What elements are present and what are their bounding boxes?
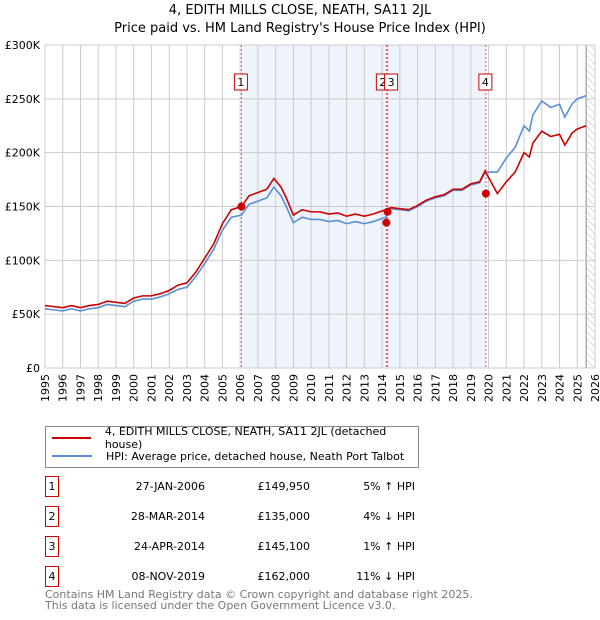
legend-item-hpi: HPI: Average price, detached house, Neat…	[52, 448, 404, 464]
x-tick-label: 2010	[305, 374, 318, 402]
x-tick-label: 1999	[110, 374, 123, 402]
legend-label: 4, EDITH MILLS CLOSE, NEATH, SA11 2JL (d…	[104, 425, 387, 451]
y-tick-label: £100K	[5, 254, 41, 267]
y-tick-label: £50K	[12, 308, 41, 321]
x-tick-label: 2003	[181, 374, 194, 402]
x-tick-label: 1995	[39, 374, 52, 402]
sale-label-box	[384, 73, 399, 91]
sale-price: £162,000	[257, 570, 311, 583]
legend: 4, EDITH MILLS CLOSE, NEATH, SA11 2JL (d…	[45, 425, 419, 468]
x-tick-label: 2021	[500, 374, 513, 402]
x-tick-label: 2023	[536, 374, 549, 402]
x-tick-label: 2019	[465, 374, 478, 402]
sale-label: 4	[482, 76, 489, 89]
x-tick-label: 1998	[92, 374, 105, 402]
title-line: 4, EDITH MILLS CLOSE, NEATH, SA11 2JL	[168, 3, 432, 18]
sale-row: 4 08-NOV-2019 £162,000 11% ↓ HPI	[45, 566, 445, 587]
x-tick-label: 2011	[323, 374, 336, 402]
sale-label-box	[233, 73, 248, 91]
sale-hpi-diff: 11% ↓ HPI	[356, 570, 415, 583]
subtitle-line: Price paid vs. HM Land Registry's House …	[114, 21, 486, 36]
legend-label: HPI: Average price, detached house, Neat…	[106, 449, 405, 463]
x-tick-label: 2002	[163, 374, 176, 402]
x-tick-label: 2017	[429, 374, 442, 402]
sale-row: 1 27-JAN-2006 £149,950 5% ↑ HPI	[45, 476, 445, 497]
x-tick-label: 2007	[252, 374, 265, 402]
sale-price: £149,950	[257, 480, 311, 493]
x-tick-label: 2020	[483, 374, 496, 402]
x-tick-label: 2016	[412, 374, 425, 402]
sale-price: £135,000	[257, 510, 311, 523]
x-tick-label: 1997	[74, 374, 87, 402]
price-chart: £0 £50K £100K £150K £200K £250K £300K 1995 1996 1…	[5, 39, 600, 402]
y-tick-label: £0	[26, 362, 40, 375]
x-tick-label: 2013	[358, 374, 371, 402]
blue-line-swatch	[52, 455, 92, 457]
y-tick-label: £150K	[5, 201, 41, 214]
y-tick-label: £250K	[5, 93, 41, 106]
sale-row: 3 24-APR-2014 £145,100 1% ↑ HPI	[45, 536, 445, 557]
footer: Contains HM Land Registry data © Crown c…	[45, 589, 473, 611]
sale-number-badge: 4	[45, 566, 59, 587]
sale-number-badge: 1	[45, 476, 59, 497]
x-tick-label: 2026	[589, 374, 600, 402]
sale-number-badge: 3	[45, 536, 59, 557]
sale-label: 2	[379, 76, 386, 89]
sale-point	[481, 189, 490, 198]
sale-label: 1	[237, 76, 244, 89]
footer-line: This data is licensed under the Open Gov…	[45, 599, 396, 612]
x-tick-label: 2022	[518, 374, 531, 402]
x-tick-label: 2001	[145, 374, 158, 402]
footer-line: Contains HM Land Registry data © Crown c…	[45, 588, 473, 601]
x-tick-label: 2025	[571, 374, 584, 402]
sale-hpi-diff: 1% ↑ HPI	[363, 540, 415, 553]
sale-date: 27-JAN-2006	[135, 480, 205, 493]
sale-label-box	[478, 73, 493, 91]
x-tick-label: 2008	[270, 374, 283, 402]
x-tick-label: 2012	[341, 374, 354, 402]
x-tick-label: 2014	[376, 374, 389, 402]
y-tick-label: £300K	[5, 39, 41, 52]
legend-item-price: 4, EDITH MILLS CLOSE, NEATH, SA11 2JL (d…	[52, 425, 418, 451]
plot-frame	[44, 44, 596, 369]
x-tick-label: 2005	[216, 374, 229, 402]
x-tick-label: 2006	[234, 374, 247, 402]
sale-date: 28-MAR-2014	[130, 510, 205, 523]
red-line-swatch	[52, 437, 91, 439]
price-paid-line	[44, 124, 587, 309]
sale-label: 3	[388, 76, 395, 89]
sale-number-badge: 2	[45, 506, 59, 527]
x-tick-label: 1996	[57, 374, 70, 402]
sale-date: 08-NOV-2019	[131, 570, 205, 583]
x-tick-label: 2009	[287, 374, 300, 402]
sale-date: 24-APR-2014	[133, 540, 205, 553]
x-tick-label: 2024	[554, 374, 567, 402]
sale-row: 2 28-MAR-2014 £135,000 4% ↓ HPI	[45, 506, 445, 527]
sale-point	[382, 218, 391, 227]
x-tick-label: 2015	[394, 374, 407, 402]
x-tick-label: 2018	[447, 374, 460, 402]
sale-point	[383, 207, 392, 216]
x-tick-label: 2000	[128, 374, 141, 402]
sale-price: £145,100	[257, 540, 311, 553]
y-tick-label: £200K	[5, 147, 41, 160]
sale-hpi-diff: 5% ↑ HPI	[363, 480, 415, 493]
sale-point	[237, 202, 246, 211]
chart-title: 4, EDITH MILLS CLOSE, NEATH, SA11 2JL Pr…	[0, 2, 600, 38]
hpi-line	[44, 94, 587, 312]
x-tick-label: 2004	[199, 374, 212, 402]
sale-hpi-diff: 4% ↓ HPI	[363, 510, 415, 523]
